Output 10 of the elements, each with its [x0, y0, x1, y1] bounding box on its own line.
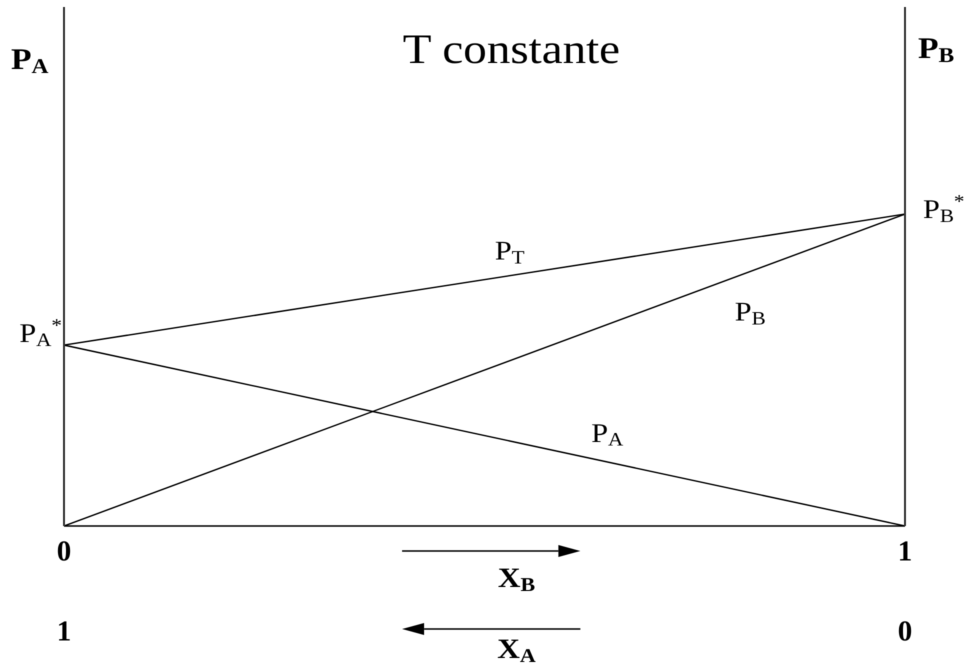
chart-title: T constante	[402, 25, 620, 72]
series-label: P$_{T}$	[494, 236, 525, 268]
y-axis-title: P$_{A}$	[11, 42, 48, 78]
series-label: P$_{A}$	[591, 418, 624, 450]
x2-axis-title: X$_{A}$	[497, 634, 536, 667]
y2-axis-title: P$_{B}$	[918, 32, 954, 67]
series-label: P$_{B}$	[734, 296, 766, 329]
x2-tick-label: 0	[898, 616, 912, 648]
x-axis-title: X$_{B}$	[498, 563, 536, 596]
x2-tick-label: 1	[56, 616, 72, 648]
